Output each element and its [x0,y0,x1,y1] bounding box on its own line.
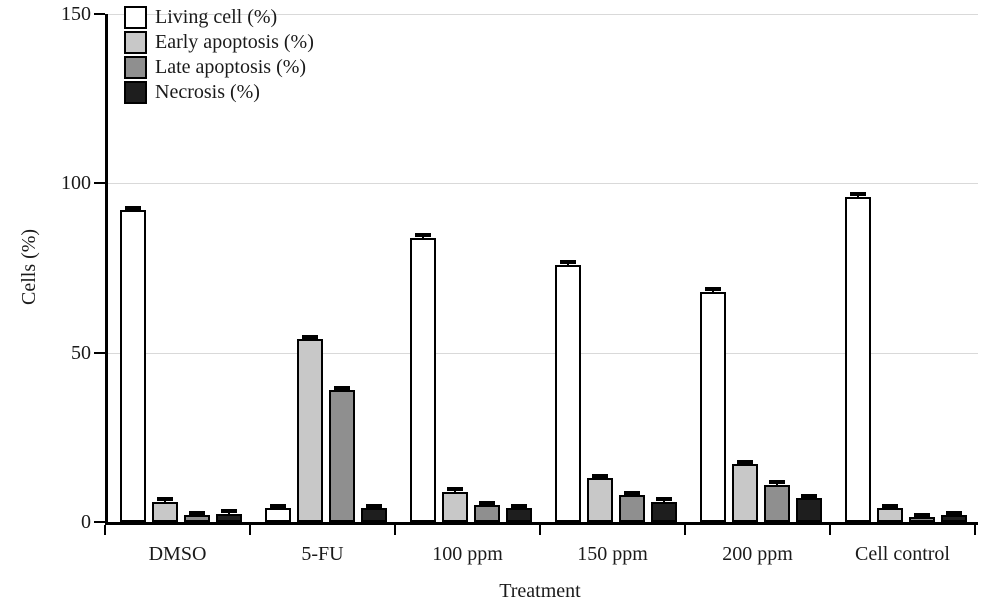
bar-early-apoptosis-100-ppm [441,491,468,522]
legend-item-living-cell: Living cell (%) [124,5,314,29]
legend-swatch-early-apoptosis [124,30,147,54]
bar-living-cell-150-ppm [554,264,581,522]
bar-late-apoptosis-cell-control [908,516,935,522]
legend-label: Late apoptosis (%) [155,56,307,78]
bar-living-cell-cell-control [844,196,871,522]
gridline-100 [108,183,978,185]
error-bar-cap [736,460,753,465]
gridline-150 [108,14,978,15]
y-tick-mark-50 [94,351,105,354]
legend-item-necrosis: Necrosis (%) [124,80,314,104]
bar-late-apoptosis-200-ppm [763,484,790,522]
bar-late-apoptosis-dmso [183,515,210,522]
x-tick-mark-0 [104,525,106,535]
error-bar-cap [124,206,141,211]
error-bar-cap [333,385,350,390]
x-category-label-dmso: DMSO [148,543,207,565]
bar-necrosis-dmso [215,513,242,522]
bar-necrosis-cell-control [940,515,967,522]
error-bar-cap [478,500,495,505]
x-category-label-5-fu: 5-FU [301,543,344,565]
error-bar-cap [655,497,672,502]
error-bar-cap [559,260,576,265]
x-tick-mark-5 [829,525,831,535]
error-bar-cap [446,487,463,492]
x-tick-mark-6 [974,525,976,535]
error-bar-cap [301,334,318,339]
error-bar-cap [220,509,237,514]
error-bar-cap [800,493,817,498]
plot-area: Living cell (%) Early apoptosis (%) Late a… [105,5,978,525]
bar-necrosis-200-ppm [795,498,822,522]
error-bar-cap [704,287,721,292]
error-bar-cap [768,480,785,485]
error-bar-cap [365,504,382,509]
x-tick-mark-3 [539,525,541,535]
bar-necrosis-5-fu [360,508,387,522]
x-category-label-100-ppm: 100 ppm [432,543,503,565]
x-category-label-200-ppm: 200 ppm [722,543,793,565]
bar-living-cell-5-fu [264,508,291,522]
gridline-50 [108,352,978,354]
error-bar-cap [849,192,866,197]
legend-swatch-late-apoptosis [124,55,147,79]
x-tick-mark-1 [249,525,251,535]
y-tick-label-50: 50 [71,341,91,364]
bar-early-apoptosis-cell-control [876,508,903,522]
bar-early-apoptosis-5-fu [296,339,323,522]
y-tick-label-0: 0 [81,511,91,533]
bar-necrosis-100-ppm [505,508,532,522]
x-category-label-150-ppm: 150 ppm [577,543,648,565]
bar-early-apoptosis-dmso [151,501,178,522]
y-tick-label-100: 100 [61,172,91,195]
error-bar-cap [881,504,898,509]
error-bar-cap [269,504,286,509]
bar-living-cell-100-ppm [409,237,436,522]
legend-label: Early apoptosis (%) [155,31,314,53]
error-bar-cap [591,473,608,478]
error-bar-cap [623,490,640,495]
y-tick-mark-150 [94,13,105,15]
legend-label: Necrosis (%) [155,81,260,103]
x-tick-mark-4 [684,525,686,535]
y-tick-mark-0 [94,521,105,523]
legend-label: Living cell (%) [155,6,278,28]
error-bar-cap [945,510,962,515]
legend-item-late-apoptosis: Late apoptosis (%) [124,55,314,79]
bar-early-apoptosis-200-ppm [731,464,758,522]
bar-late-apoptosis-100-ppm [473,505,500,522]
legend: Living cell (%) Early apoptosis (%) Late a… [124,5,314,104]
bar-necrosis-150-ppm [650,501,677,522]
x-axis-title: Treatment [499,580,581,602]
legend-swatch-necrosis [124,80,147,104]
bar-living-cell-200-ppm [699,291,726,522]
y-axis-title: Cells (%) [18,228,40,305]
y-tick-label-150: 150 [61,3,91,25]
bar-living-cell-dmso [119,210,146,522]
bar-late-apoptosis-5-fu [328,389,355,522]
legend-swatch-living-cell [124,5,147,29]
bar-late-apoptosis-150-ppm [618,494,645,522]
x-category-label-cell-control: Cell control [855,543,950,565]
y-tick-mark-100 [94,182,105,185]
error-bar-cap [510,504,527,509]
error-bar-cap [913,512,930,517]
x-tick-mark-2 [394,525,396,535]
error-bar-cap [156,497,173,502]
legend-item-early-apoptosis: Early apoptosis (%) [124,30,314,54]
bar-early-apoptosis-150-ppm [586,477,613,522]
error-bar-cap [188,510,205,515]
error-bar-cap [414,233,431,238]
